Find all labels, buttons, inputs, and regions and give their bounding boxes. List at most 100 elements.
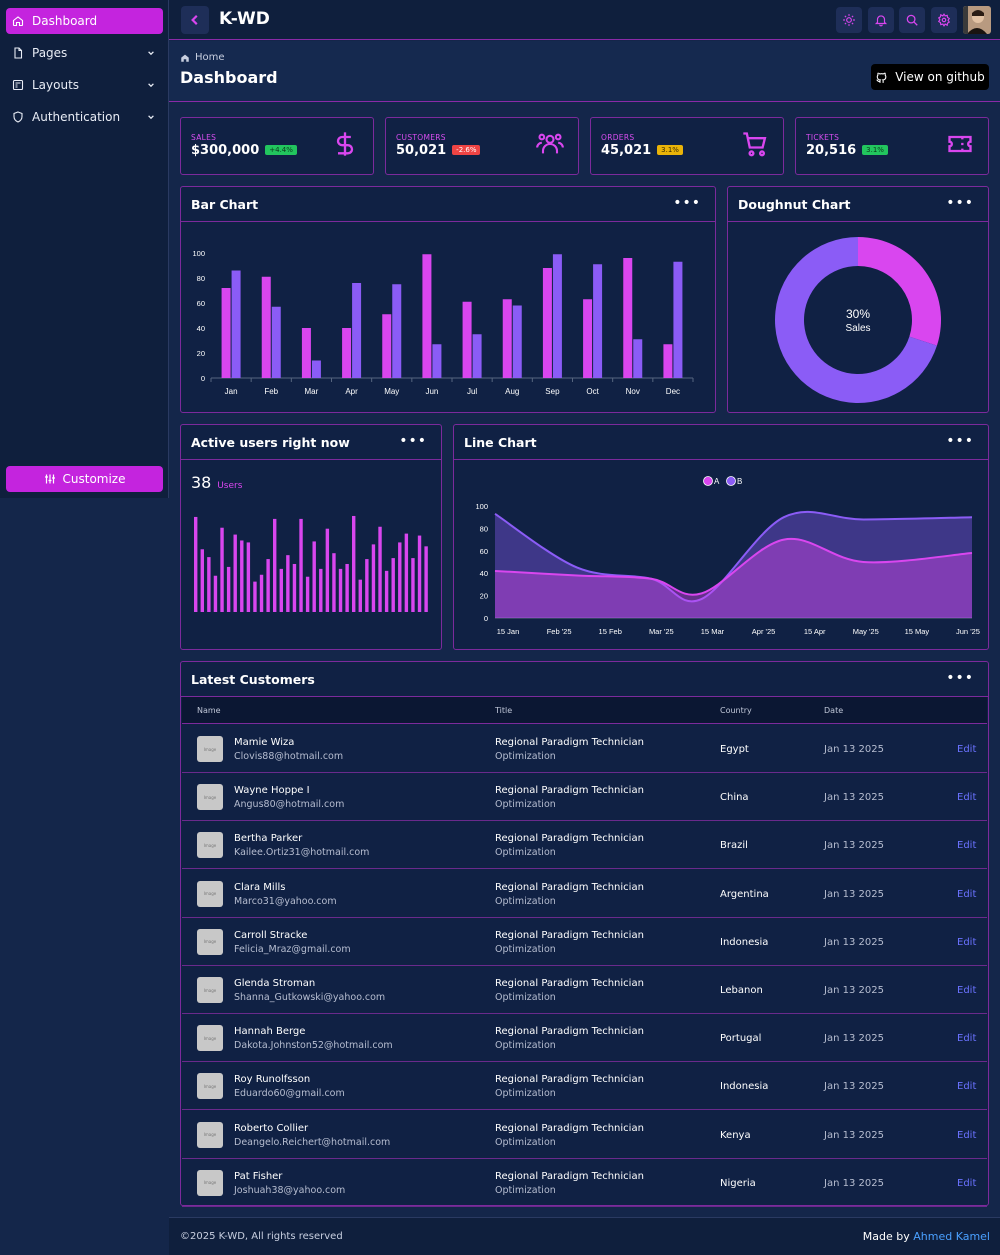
active-users-bar[interactable] [319,568,323,612]
active-users-bar[interactable] [332,553,336,612]
bar-series-b[interactable] [472,334,482,378]
sidebar-item-layouts[interactable]: Layouts [6,72,163,98]
bar-series-a[interactable] [583,299,593,378]
active-users-bar[interactable] [345,563,349,612]
bar-series-b[interactable] [633,339,643,378]
bar-series-b[interactable] [311,360,321,379]
bar-series-a[interactable] [663,344,673,378]
bar-series-a[interactable] [221,288,231,378]
active-users-bar[interactable] [424,546,428,612]
active-users-bar[interactable] [266,559,270,612]
bar-series-b[interactable] [512,305,522,379]
active-users-bar[interactable] [220,527,224,612]
sidebar-item-authentication[interactable]: Authentication [6,104,163,130]
column-header-country[interactable]: Country [720,706,752,715]
bar-series-b[interactable] [593,264,603,378]
search-button[interactable] [899,7,925,33]
bar-series-b[interactable] [231,270,241,379]
legend-marker[interactable] [703,476,713,486]
bar-series-a[interactable] [261,276,271,378]
edit-link[interactable]: Edit [957,985,977,996]
edit-link[interactable]: Edit [957,792,977,804]
customize-button[interactable]: Customize [6,466,163,492]
edit-link[interactable]: Edit [957,1129,977,1141]
active-users-bar[interactable] [240,540,244,612]
active-users-bar[interactable] [325,528,330,612]
edit-link[interactable]: Edit [957,744,977,755]
line-series-b[interactable] [494,510,973,603]
active-users-bar[interactable] [338,568,343,612]
edit-link[interactable]: Edit [957,1033,977,1045]
active-users-bar[interactable] [384,570,389,612]
edit-link[interactable]: Edit [957,888,977,900]
legend-label[interactable]: B [737,477,742,486]
settings-button[interactable] [931,7,957,33]
active-users-bar[interactable] [398,542,402,612]
author-link[interactable]: Ahmed Kamel [913,1230,990,1243]
active-users-bar[interactable] [358,579,362,612]
bar-series-a[interactable] [301,328,311,378]
active-users-bar[interactable] [404,533,409,612]
bar-series-b[interactable] [392,284,402,378]
more-options-button[interactable]: ••• [946,670,974,686]
active-users-bar[interactable] [305,576,310,612]
active-users-bar[interactable] [246,542,251,612]
breadcrumb-home-link[interactable]: Home [195,52,225,63]
active-users-bar[interactable] [391,558,395,612]
active-users-bar[interactable] [292,563,297,612]
edit-link[interactable]: Edit [957,1177,977,1189]
active-users-bar[interactable] [259,574,264,612]
collapse-sidebar-button[interactable] [181,6,209,34]
edit-link[interactable]: Edit [957,1081,977,1093]
column-header-title[interactable]: Title [495,706,513,715]
active-users-bar[interactable] [207,557,211,612]
active-users-bar[interactable] [378,526,382,612]
active-users-bar[interactable] [273,518,277,612]
active-users-bar[interactable] [411,558,415,612]
bar-series-a[interactable] [422,254,432,378]
edit-link[interactable]: Edit [957,936,977,948]
active-users-bar[interactable] [226,566,231,612]
bar-series-a[interactable] [462,301,472,378]
bar-series-b[interactable] [271,306,281,378]
bar-series-b[interactable] [552,254,562,378]
active-users-bar[interactable] [286,555,290,612]
doughnut-slice[interactable] [858,237,941,346]
more-options-button[interactable]: ••• [946,195,974,211]
more-options-button[interactable]: ••• [946,433,974,449]
active-users-bar[interactable] [299,518,303,612]
legend-label[interactable]: A [714,477,720,486]
bar-series-a[interactable] [502,299,512,378]
edit-link[interactable]: Edit [957,840,977,852]
active-users-bar[interactable] [371,544,376,612]
column-header-name[interactable]: Name [197,706,221,715]
view-on-github-button[interactable]: View on github [871,64,989,90]
active-users-bar[interactable] [365,559,369,612]
more-options-button[interactable]: ••• [673,195,701,211]
notifications-button[interactable] [868,7,894,33]
active-users-bar[interactable] [200,549,204,612]
active-users-bar[interactable] [279,568,283,612]
bar-series-b[interactable] [673,261,683,378]
more-options-button[interactable]: ••• [399,433,427,449]
bar-series-a[interactable] [342,328,352,378]
active-users-bar[interactable] [312,541,316,612]
doughnut-slice[interactable] [775,237,937,403]
bar-series-a[interactable] [623,258,633,378]
active-users-bar[interactable] [417,535,422,612]
active-users-bar[interactable] [194,516,198,612]
active-users-bar[interactable] [233,534,237,612]
sidebar-item-dashboard[interactable]: Dashboard [6,8,163,34]
bar-series-a[interactable] [382,314,392,378]
theme-toggle-button[interactable] [836,7,862,33]
legend-marker[interactable] [726,476,736,486]
line-series-a[interactable] [494,537,973,596]
bar-series-b[interactable] [352,283,362,378]
column-header-date[interactable]: Date [824,706,844,715]
user-avatar[interactable] [963,6,991,34]
bar-series-b[interactable] [432,344,442,378]
bar-series-a[interactable] [542,268,552,378]
active-users-bar[interactable] [213,575,218,612]
active-users-bar[interactable] [352,515,356,612]
active-users-bar[interactable] [253,581,257,612]
